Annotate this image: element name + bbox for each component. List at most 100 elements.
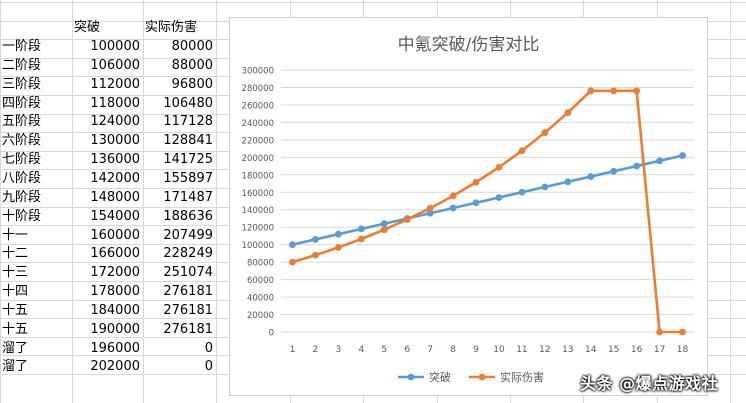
header-cell[interactable]: 突破	[74, 20, 101, 35]
table-cell[interactable]: 五阶段	[2, 114, 42, 130]
table-cell[interactable]: 228249	[163, 246, 213, 262]
table-cell[interactable]: 112000	[90, 76, 140, 92]
legend-label: 突破	[429, 370, 451, 384]
data-point	[334, 244, 342, 251]
data-point	[518, 188, 526, 196]
table-cell[interactable]: 十三	[2, 265, 29, 281]
x-tick-label: 12	[539, 345, 550, 355]
x-tick-label: 7	[427, 345, 433, 355]
y-tick-label: 120000	[242, 224, 274, 234]
table-cell[interactable]: 溜了	[2, 359, 29, 375]
table-cell[interactable]: 124000	[90, 114, 140, 130]
table-cell[interactable]: 251074	[163, 265, 213, 281]
table-cell[interactable]: 三阶段	[2, 76, 42, 92]
table-cell[interactable]: 七阶段	[2, 152, 42, 168]
table-cell[interactable]: 十一	[2, 227, 29, 243]
data-point	[357, 225, 365, 233]
x-tick-label: 14	[585, 345, 597, 355]
table-cell[interactable]: 190000	[90, 321, 140, 337]
data-point	[679, 328, 686, 336]
table-cell[interactable]: 88000	[171, 57, 213, 73]
data-point	[587, 87, 595, 95]
data-point	[541, 183, 549, 191]
table-cell[interactable]: 178000	[90, 284, 140, 300]
table-cell[interactable]: 八阶段	[2, 170, 42, 186]
table-cell[interactable]: 0	[204, 340, 213, 356]
table-cell[interactable]: 154000	[90, 208, 140, 224]
table-cell[interactable]: 十阶段	[2, 208, 42, 224]
x-tick-label: 13	[562, 345, 573, 355]
chart[interactable]: 中氪突破/伤害对比 0 20000 40000 60000 80000 100000 120…	[229, 17, 708, 396]
table-cell[interactable]: 106000	[90, 57, 140, 73]
table-cell[interactable]: 136000	[90, 152, 140, 168]
x-tick-label: 9	[473, 345, 479, 355]
y-tick-label: 20000	[247, 311, 274, 321]
data-point	[357, 235, 365, 243]
data-point	[449, 192, 457, 200]
data-point	[289, 258, 296, 266]
table-cell[interactable]: 276181	[163, 302, 213, 318]
series-line	[292, 89, 683, 334]
table-cell[interactable]: 128841	[163, 133, 213, 149]
data-point	[587, 173, 595, 180]
table-cell[interactable]: 160000	[90, 227, 140, 243]
data-point	[334, 230, 342, 238]
table-cell[interactable]: 0	[204, 359, 213, 375]
table-cell[interactable]: 100000	[90, 39, 140, 54]
table-cell[interactable]: 十四	[2, 284, 29, 300]
table-cell[interactable]: 六阶段	[2, 133, 42, 149]
table-cell[interactable]: 155897	[163, 170, 213, 186]
table-cell[interactable]: 166000	[90, 246, 140, 262]
table-cell[interactable]: 276181	[163, 321, 213, 337]
table-cell[interactable]: 188636	[163, 208, 213, 224]
data-point	[403, 216, 411, 223]
y-tick-label: 100000	[242, 241, 274, 251]
table-cell[interactable]: 184000	[90, 302, 140, 318]
table-cell[interactable]: 106480	[163, 95, 213, 111]
data-point	[289, 241, 296, 249]
y-tick-label: 80000	[247, 259, 274, 269]
table-cell[interactable]: 十二	[2, 246, 29, 262]
data-point	[380, 226, 388, 234]
table-cell[interactable]: 117128	[163, 114, 213, 130]
chart-plot: 0 20000 40000 60000 80000 100000 120000 140000 1…	[242, 67, 694, 384]
table-cell[interactable]: 202000	[90, 359, 140, 375]
data-point	[633, 162, 641, 170]
grid-column-line	[143, 0, 144, 403]
table-cell[interactable]: 96800	[171, 76, 213, 92]
table-cell[interactable]: 196000	[90, 340, 140, 356]
table-cell[interactable]: 148000	[90, 189, 140, 205]
data-point	[312, 236, 319, 243]
legend-label: 实际伤害	[500, 370, 544, 384]
y-tick-label: 260000	[242, 101, 274, 111]
data-point	[564, 109, 572, 117]
header-cell[interactable]: 实际伤害	[145, 20, 198, 35]
table-cell[interactable]: 十五	[2, 302, 29, 318]
table-cell[interactable]: 一阶段	[2, 39, 42, 54]
table-cell[interactable]: 142000	[90, 170, 140, 186]
data-point	[541, 129, 549, 137]
table-cell[interactable]: 80000	[171, 39, 213, 54]
table-cell[interactable]: 九阶段	[2, 189, 42, 205]
table-cell[interactable]: 118000	[90, 95, 140, 111]
table-cell[interactable]: 二阶段	[2, 57, 42, 73]
data-point	[472, 178, 480, 186]
x-tick-label: 8	[450, 345, 456, 355]
x-tick-label: 10	[493, 345, 505, 355]
table-cell[interactable]: 172000	[90, 265, 140, 281]
x-tick-label: 3	[335, 345, 341, 355]
y-tick-label: 280000	[242, 84, 274, 94]
table-cell[interactable]: 207499	[163, 227, 213, 243]
data-point	[656, 157, 663, 165]
data-point	[495, 194, 503, 201]
y-tick-label: 300000	[242, 67, 274, 77]
table-cell[interactable]: 十五	[2, 321, 29, 337]
y-tick-label: 40000	[247, 294, 274, 304]
table-cell[interactable]: 四阶段	[2, 95, 42, 111]
table-cell[interactable]: 130000	[90, 133, 140, 149]
grid-column-line	[72, 0, 73, 403]
table-cell[interactable]: 276181	[163, 284, 213, 300]
table-cell[interactable]: 溜了	[2, 340, 29, 356]
table-cell[interactable]: 141725	[163, 152, 213, 168]
table-cell[interactable]: 171487	[163, 189, 213, 205]
